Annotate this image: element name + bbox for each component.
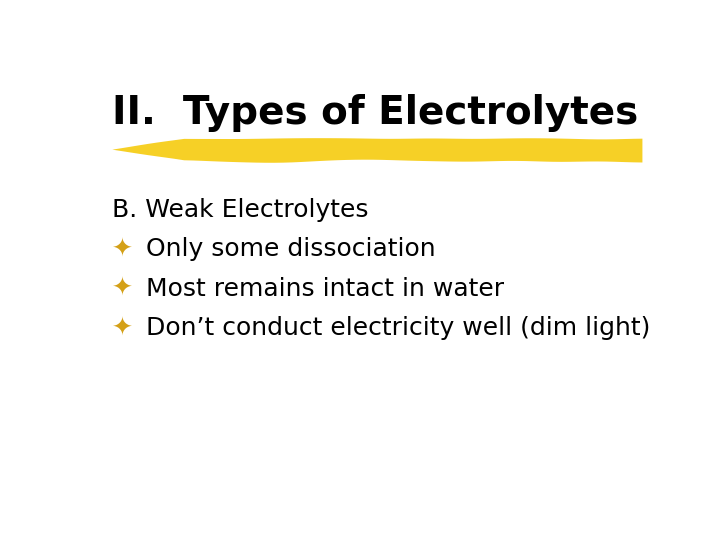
Text: Most remains intact in water: Most remains intact in water — [145, 277, 504, 301]
Text: ✦: ✦ — [112, 238, 133, 261]
Text: B. Weak Electrolytes: B. Weak Electrolytes — [112, 198, 369, 222]
Text: ✦: ✦ — [112, 277, 133, 301]
Text: II.  Types of Electrolytes: II. Types of Electrolytes — [112, 94, 639, 132]
Polygon shape — [112, 138, 642, 163]
Text: Don’t conduct electricity well (dim light): Don’t conduct electricity well (dim ligh… — [145, 316, 650, 340]
Text: Only some dissociation: Only some dissociation — [145, 238, 436, 261]
Text: ✦: ✦ — [112, 316, 133, 340]
